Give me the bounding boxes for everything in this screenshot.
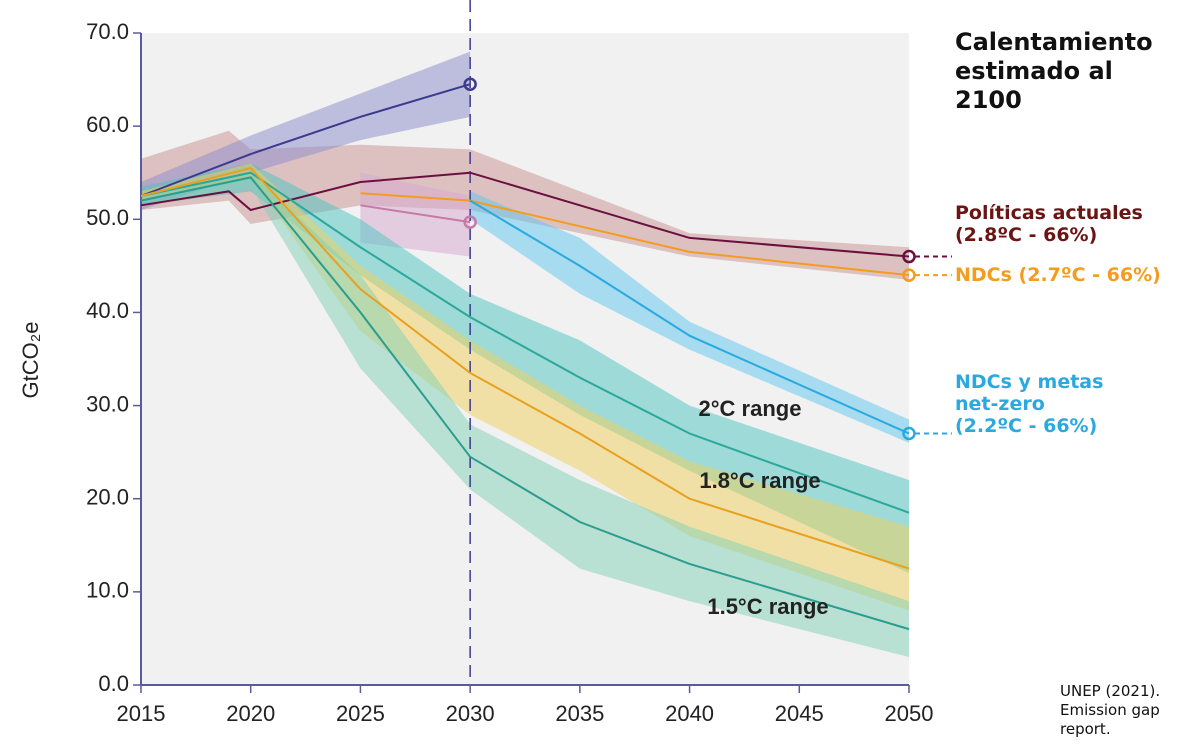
end-marker	[463, 215, 477, 229]
series-line	[469, 199, 910, 435]
series-line	[140, 171, 910, 514]
x-tick-label: 2030	[446, 701, 495, 726]
end-marker	[463, 77, 477, 91]
range-band	[141, 130, 909, 280]
y-tick-label: 60.0	[86, 112, 129, 137]
series-line	[360, 192, 910, 277]
end-marker	[902, 249, 916, 264]
series-label: Políticas actuales (2.8ºC - 66%)	[955, 202, 1143, 246]
y-tick-label: 40.0	[86, 298, 129, 323]
range-band	[141, 172, 909, 658]
series-line	[140, 83, 471, 197]
x-tick-label: 2035	[555, 701, 604, 726]
range-band	[470, 191, 909, 443]
end-marker	[902, 426, 916, 441]
y-axis-label: GtCO₂e	[18, 322, 43, 399]
x-tick-label: 2015	[117, 701, 166, 726]
range-label: 1.5°C range	[707, 594, 828, 619]
x-tick-label: 2020	[226, 701, 275, 726]
x-tick-label: 2045	[775, 701, 824, 726]
y-tick-label: 10.0	[86, 578, 129, 603]
y-tick-label: 30.0	[86, 391, 129, 416]
series-line	[360, 204, 471, 224]
range-label: 2°C range	[699, 396, 802, 421]
series-label: NDCs y metas net-zero (2.2ºC - 66%)	[955, 371, 1104, 437]
end-marker	[902, 268, 916, 282]
y-tick-label: 70.0	[86, 19, 129, 44]
x-tick-label: 2025	[336, 701, 385, 726]
x-tick-label: 2040	[665, 701, 714, 726]
heading: Calentamiento estimado al 2100	[955, 28, 1153, 114]
series-label: NDCs (2.7ºC - 66%)	[955, 264, 1161, 286]
y-tick-label: 50.0	[86, 205, 129, 230]
range-label: 1.8°C range	[699, 468, 820, 493]
series-line	[140, 171, 910, 258]
y-tick-label: 20.0	[86, 485, 129, 510]
x-tick-label: 2050	[885, 701, 934, 726]
y-tick-label: 0.0	[98, 671, 129, 696]
series-line	[140, 176, 910, 631]
source: UNEP (2021). Emission gap report.	[1060, 682, 1161, 738]
series-line	[140, 166, 910, 570]
